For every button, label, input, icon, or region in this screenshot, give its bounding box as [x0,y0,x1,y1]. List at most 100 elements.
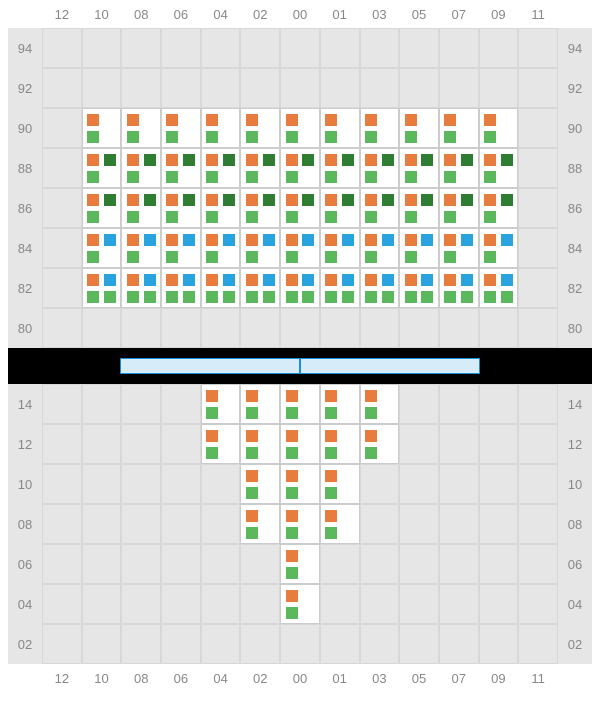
rack-cell[interactable] [82,464,122,504]
rack-cell[interactable] [82,268,122,308]
rack-cell[interactable] [280,308,320,348]
rack-cell[interactable] [280,188,320,228]
rack-cell[interactable] [518,424,558,464]
rack-cell[interactable] [360,624,400,664]
rack-cell[interactable] [42,424,82,464]
rack-cell[interactable] [439,464,479,504]
rack-cell[interactable] [240,108,280,148]
rack-cell[interactable] [161,308,201,348]
rack-cell[interactable] [399,584,439,624]
rack-cell[interactable] [82,108,122,148]
rack-cell[interactable] [479,584,519,624]
rack-cell[interactable] [280,624,320,664]
rack-cell[interactable] [82,148,122,188]
rack-cell[interactable] [42,228,82,268]
rack-cell[interactable] [240,464,280,504]
rack-cell[interactable] [439,148,479,188]
rack-cell[interactable] [201,28,241,68]
rack-cell[interactable] [161,148,201,188]
rack-cell[interactable] [121,308,161,348]
rack-cell[interactable] [399,268,439,308]
rack-cell[interactable] [82,28,122,68]
rack-cell[interactable] [518,188,558,228]
rack-cell[interactable] [121,268,161,308]
rack-cell[interactable] [399,464,439,504]
rack-cell[interactable] [518,308,558,348]
rack-cell[interactable] [320,268,360,308]
rack-cell[interactable] [320,28,360,68]
rack-cell[interactable] [439,584,479,624]
rack-cell[interactable] [439,624,479,664]
rack-cell[interactable] [360,108,400,148]
rack-cell[interactable] [82,424,122,464]
rack-cell[interactable] [320,544,360,584]
rack-cell[interactable] [121,28,161,68]
rack-cell[interactable] [42,384,82,424]
rack-segment[interactable] [120,358,300,374]
rack-cell[interactable] [121,624,161,664]
rack-cell[interactable] [360,188,400,228]
rack-cell[interactable] [439,68,479,108]
rack-cell[interactable] [518,624,558,664]
rack-cell[interactable] [439,424,479,464]
rack-cell[interactable] [161,28,201,68]
rack-cell[interactable] [82,308,122,348]
rack-cell[interactable] [161,228,201,268]
rack-cell[interactable] [479,68,519,108]
rack-cell[interactable] [280,108,320,148]
rack-cell[interactable] [399,28,439,68]
rack-cell[interactable] [439,28,479,68]
rack-cell[interactable] [240,28,280,68]
rack-cell[interactable] [121,544,161,584]
rack-cell[interactable] [42,464,82,504]
rack-cell[interactable] [320,308,360,348]
rack-cell[interactable] [320,584,360,624]
rack-cell[interactable] [399,308,439,348]
rack-cell[interactable] [201,384,241,424]
rack-cell[interactable] [121,228,161,268]
rack-cell[interactable] [518,464,558,504]
rack-cell[interactable] [121,148,161,188]
rack-cell[interactable] [121,384,161,424]
rack-cell[interactable] [240,228,280,268]
rack-cell[interactable] [82,504,122,544]
rack-cell[interactable] [518,68,558,108]
rack-cell[interactable] [201,504,241,544]
rack-cell[interactable] [439,384,479,424]
rack-cell[interactable] [161,624,201,664]
rack-cell[interactable] [240,148,280,188]
rack-cell[interactable] [518,28,558,68]
rack-cell[interactable] [82,228,122,268]
rack-cell[interactable] [121,188,161,228]
rack-cell[interactable] [320,464,360,504]
rack-cell[interactable] [201,308,241,348]
rack-cell[interactable] [82,384,122,424]
rack-cell[interactable] [518,108,558,148]
rack-cell[interactable] [161,268,201,308]
rack-cell[interactable] [399,228,439,268]
rack-segment[interactable] [300,358,480,374]
rack-cell[interactable] [439,268,479,308]
rack-cell[interactable] [161,544,201,584]
rack-cell[interactable] [479,148,519,188]
rack-cell[interactable] [479,188,519,228]
rack-cell[interactable] [320,384,360,424]
rack-cell[interactable] [320,188,360,228]
rack-cell[interactable] [518,268,558,308]
rack-cell[interactable] [201,188,241,228]
rack-cell[interactable] [240,544,280,584]
rack-cell[interactable] [240,308,280,348]
rack-cell[interactable] [42,308,82,348]
rack-cell[interactable] [280,268,320,308]
rack-cell[interactable] [479,108,519,148]
rack-cell[interactable] [439,188,479,228]
rack-cell[interactable] [201,148,241,188]
rack-cell[interactable] [280,384,320,424]
rack-cell[interactable] [280,68,320,108]
rack-cell[interactable] [399,624,439,664]
rack-cell[interactable] [280,148,320,188]
rack-cell[interactable] [42,68,82,108]
rack-cell[interactable] [82,544,122,584]
rack-cell[interactable] [479,544,519,584]
rack-cell[interactable] [479,424,519,464]
